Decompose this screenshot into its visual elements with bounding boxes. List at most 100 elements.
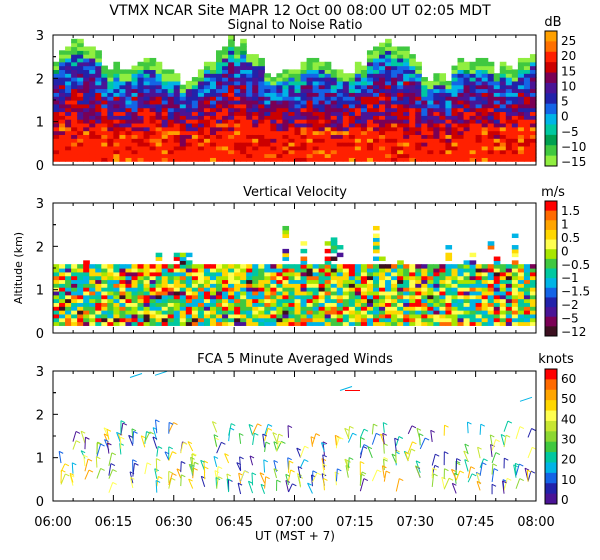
velocity-cell [433, 275, 440, 281]
velocity-cell [125, 271, 133, 277]
snr-cell [505, 122, 513, 128]
snr-cell [203, 69, 211, 74]
wind-barb-flag [482, 462, 487, 466]
snr-cell [529, 100, 537, 105]
velocity-cell [469, 313, 477, 319]
velocity-cell [125, 310, 133, 315]
velocity-cell [342, 298, 350, 304]
velocity-cell [185, 264, 193, 269]
velocity-cell [155, 290, 163, 296]
snr-cell [433, 142, 440, 147]
snr-cell [324, 145, 332, 151]
snr-cell [107, 88, 114, 93]
snr-cell [312, 88, 320, 93]
snr-cell [372, 54, 380, 59]
snr-cell [131, 111, 139, 116]
snr-cell [318, 73, 326, 78]
wind-barb-flag [382, 465, 387, 469]
snr-cell [228, 57, 235, 63]
snr-cell [222, 50, 229, 55]
velocity-cell [294, 317, 302, 323]
snr-cell [523, 111, 531, 116]
snr-cell [475, 88, 483, 93]
velocity-cell [107, 313, 114, 319]
wind-barb [466, 422, 469, 434]
snr-cell [264, 100, 271, 105]
snr-cell [385, 88, 392, 93]
velocity-cell [246, 287, 253, 292]
y-tick-label: 0 [36, 327, 44, 342]
snr-cell [240, 69, 247, 74]
snr-cell [348, 96, 356, 101]
wind-barb-flag [502, 480, 507, 484]
velocity-cell [65, 283, 72, 288]
velocity-cell [348, 317, 356, 323]
wind-barb-flag [391, 453, 397, 457]
velocity-cell [71, 264, 78, 269]
wind-barb [69, 473, 74, 483]
velocity-cell [433, 271, 440, 277]
snr-cell [53, 153, 60, 158]
snr-cell [179, 96, 187, 101]
snr-cell [366, 111, 374, 116]
snr-cell [264, 130, 271, 136]
snr-cell [463, 119, 471, 124]
velocity-cell [185, 275, 193, 281]
wind-barb [519, 396, 533, 402]
velocity-cell [451, 306, 459, 311]
snr-cell [234, 145, 241, 151]
snr-cell [493, 88, 501, 93]
velocity-cell [523, 313, 531, 319]
velocity-cell [228, 306, 235, 311]
snr-cell [282, 157, 290, 162]
velocity-cell [185, 313, 193, 319]
snr-cell [523, 130, 531, 136]
velocity-cell [529, 290, 537, 296]
velocity-cell [523, 283, 531, 288]
snr-cell [209, 126, 217, 132]
x-tick-label: 06:30 [155, 515, 192, 530]
velocity-cell [360, 290, 368, 296]
velocity-cell [179, 298, 187, 304]
snr-cell [415, 145, 422, 151]
velocity-cell [439, 298, 447, 304]
velocity-cell [372, 310, 380, 315]
snr-cell [173, 111, 181, 116]
wind-barb-flag [230, 423, 236, 427]
snr-cell [185, 96, 193, 101]
velocity-cell [463, 287, 471, 292]
snr-cell [258, 138, 265, 143]
snr-cell [397, 96, 404, 101]
snr-cell [312, 61, 320, 67]
snr-cell [71, 54, 78, 59]
snr-cell [294, 122, 302, 128]
snr-cell [155, 130, 163, 136]
velocity-cell [234, 268, 241, 273]
velocity-cell [131, 313, 139, 319]
snr-cell [366, 92, 374, 97]
snr-cell [83, 100, 90, 105]
wind-barb-flag [217, 466, 223, 470]
velocity-cell [53, 321, 60, 326]
snr-cell [469, 73, 477, 78]
snr-cell [264, 92, 271, 97]
snr-cell [517, 138, 525, 143]
snr-cell [469, 145, 477, 151]
velocity-cell [282, 256, 290, 261]
wind-barb [347, 457, 350, 469]
snr-cell [107, 111, 114, 116]
snr-cell [409, 77, 416, 82]
snr-cell [403, 92, 410, 97]
velocity-cell [173, 256, 181, 261]
snr-cell [511, 69, 519, 74]
wind-barb-flag [500, 434, 506, 437]
velocity-cell [216, 310, 223, 315]
velocity-cell [469, 264, 477, 269]
velocity-cell [415, 290, 422, 296]
snr-cell [101, 122, 108, 128]
snr-cell [469, 111, 477, 116]
wind-barb [300, 446, 306, 458]
snr-cell [222, 153, 229, 158]
snr-cell [336, 142, 344, 147]
snr-cell [385, 100, 392, 105]
